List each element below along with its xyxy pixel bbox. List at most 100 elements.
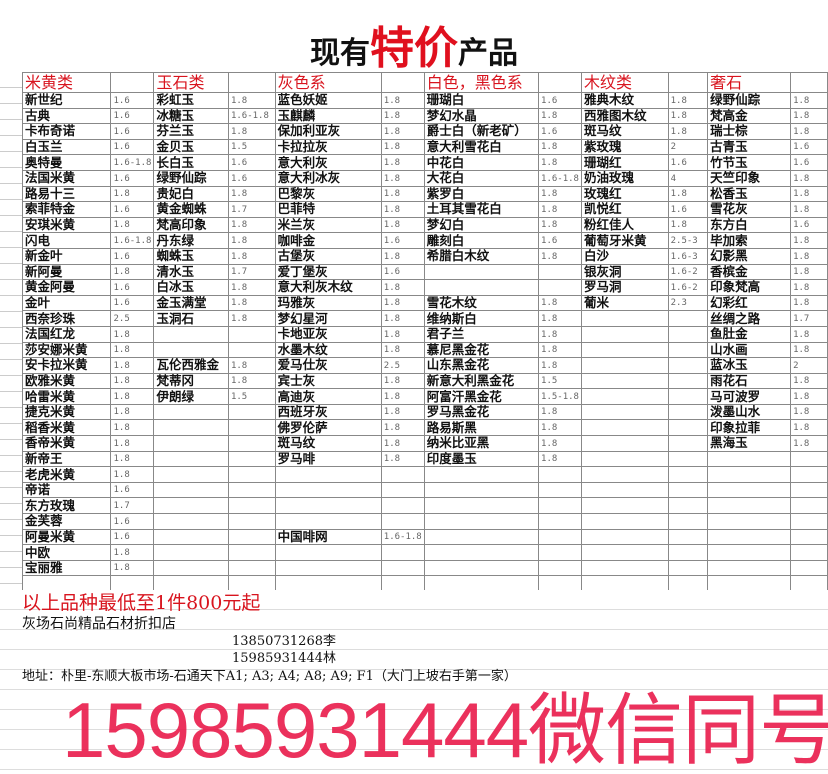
thickness-value: 1.8: [380, 92, 425, 109]
empty-cell: [227, 435, 276, 452]
stone-name: 雪花灰: [707, 201, 792, 218]
stone-name: 意大利雪花白: [423, 138, 540, 156]
stone-name: 咖啡金: [274, 232, 382, 249]
empty-cell: [227, 497, 276, 515]
table-row: 宝丽雅 1.8: [21, 559, 828, 577]
thickness-value: 1.8: [110, 388, 155, 405]
min-order-note: 以上品种最低至1件800元起: [22, 592, 261, 614]
empty-cell: [707, 497, 792, 515]
table-row: 欧雅米黄 1.8 梵蒂冈 1.8 宾士灰 1.8 新意大利黑金花 1.5 雨花石 1.8: [21, 372, 828, 390]
stone-name: 白沙: [580, 247, 669, 265]
empty-cell: [707, 544, 792, 561]
thickness-value: 1.8: [380, 185, 425, 203]
empty-cell: [227, 466, 276, 483]
empty-cell: [790, 513, 828, 530]
empty-cell: [423, 466, 540, 483]
empty-cell: [667, 466, 709, 483]
stone-name: 鱼肚金: [707, 325, 792, 343]
stone-name: 东方玫瑰: [21, 497, 112, 515]
table-row: 西奈珍珠 2.5 玉洞石 1.8 梦幻星河 1.8 维纳斯白 1.8 丝绸之路 1.7: [21, 310, 828, 327]
stone-name: 西班牙灰: [274, 403, 382, 421]
empty-cell: [423, 559, 540, 577]
thickness-value: 1.8: [790, 294, 828, 312]
shop-name: 灰场石尚精品石材折扣店: [22, 616, 176, 632]
thickness-value: 1.8: [538, 325, 582, 343]
stone-name: 爵士白（新老矿）: [423, 123, 540, 140]
empty-cell: [423, 497, 540, 515]
empty-cell: [538, 544, 582, 561]
stone-name: 金芙蓉: [21, 513, 112, 530]
stone-name: 蓝色妖姬: [274, 92, 382, 109]
stone-name: 中花白: [423, 154, 540, 171]
thickness-value: 1.8: [110, 341, 155, 359]
thickness-value: 1.8: [790, 232, 828, 249]
stone-name: 白玉兰: [21, 138, 112, 156]
stone-name: 印象拉菲: [707, 419, 792, 437]
thickness-value: 1.8: [790, 388, 828, 405]
stone-name: 玛雅灰: [274, 294, 382, 312]
empty-cell: [380, 559, 425, 577]
thickness-value: 1.8: [380, 341, 425, 359]
thickness-value: 1.8: [380, 435, 425, 452]
thickness-value: 1.8: [110, 185, 155, 203]
stone-name: 银灰洞: [580, 263, 669, 281]
thickness-value: 1.8: [538, 294, 582, 312]
stone-name: 梵高金: [707, 107, 792, 125]
thickness-value: 1.6: [110, 123, 155, 140]
stone-name: 雨花石: [707, 372, 792, 390]
empty-cell: [423, 481, 540, 499]
stone-name: 紫罗白: [423, 185, 540, 203]
table-row: 捷克米黄 1.8 西班牙灰 1.8 罗马黑金花 1.8 泼墨山水 1.8: [21, 403, 828, 421]
empty-cell: [707, 450, 792, 468]
empty-cell: [153, 450, 229, 468]
thickness-value: [538, 263, 582, 281]
table-row: 法国红龙 1.8 卡地亚灰 1.8 君子兰 1.8 鱼肚金 1.8: [21, 325, 828, 343]
table-row: 哈雷米黄 1.8 伊朗绿 1.5 高迪灰 1.8 阿富汗黑金花 1.5-1.8 马可波罗 1.8: [21, 388, 828, 405]
thickness-value: 1.8: [790, 263, 828, 281]
stone-name: 金贝玉: [153, 138, 229, 156]
thickness-value: 1.8: [110, 357, 155, 374]
category-header: 玉石类: [153, 72, 229, 93]
stone-name: [274, 466, 382, 483]
thickness-value: 1.8: [110, 450, 155, 468]
stone-name: 芬兰玉: [153, 123, 229, 140]
empty-cell: [110, 72, 155, 93]
stone-name: 巴菲特: [274, 201, 382, 218]
thickness-value: [538, 279, 582, 296]
thickness-value: 1.6: [110, 279, 155, 296]
stone-name: 贵妃白: [153, 185, 229, 203]
thickness-value: 1.8: [227, 232, 276, 249]
thickness-value: 1.6-3: [667, 247, 709, 265]
thickness-value: 1.8: [790, 403, 828, 421]
stone-name: 金叶: [21, 294, 112, 312]
table-row: 路易十三 1.8 贵妃白 1.8 巴黎灰 1.8 紫罗白 1.8 玫瑰红 1.8 松香玉 1.8: [21, 185, 828, 203]
thickness-value: 1.8: [227, 216, 276, 234]
stone-name: 梦幻水晶: [423, 107, 540, 125]
thickness-value: 1.8: [110, 216, 155, 234]
empty-cell: [707, 513, 792, 530]
stone-name: 珊瑚红: [580, 154, 669, 171]
empty-cell: [707, 528, 792, 546]
thickness-value: 1.5: [227, 138, 276, 156]
thickness-value: 1.8: [790, 325, 828, 343]
thickness-value: 1.8: [667, 216, 709, 234]
empty-cell: [790, 481, 828, 499]
empty-cell: [707, 559, 792, 577]
stone-name: 山水画: [707, 341, 792, 359]
table-row: 新金叶 1.6 蜘蛛玉 1.8 古堡灰 1.8 希腊白木纹 1.8 白沙 1.6-3 幻影黑 1.8: [21, 247, 828, 265]
stone-name: 意大利灰木纹: [274, 279, 382, 296]
empty-cell: [580, 341, 669, 359]
empty-cell: [538, 497, 582, 515]
empty-cell: [580, 559, 669, 577]
stone-name: [153, 325, 229, 343]
empty-cell: [667, 357, 709, 374]
stone-name: 慕尼黑金花: [423, 341, 540, 359]
thickness-value: 1.6: [110, 528, 155, 546]
empty-cell: [580, 310, 669, 327]
thickness-value: 1.6: [790, 216, 828, 234]
stone-name: 梦幻白: [423, 216, 540, 234]
thickness-value: 1.8: [227, 92, 276, 109]
empty-cell: [538, 513, 582, 530]
table-row: 帝诺 1.6: [21, 481, 828, 499]
stone-name: 丹东绿: [153, 232, 229, 249]
